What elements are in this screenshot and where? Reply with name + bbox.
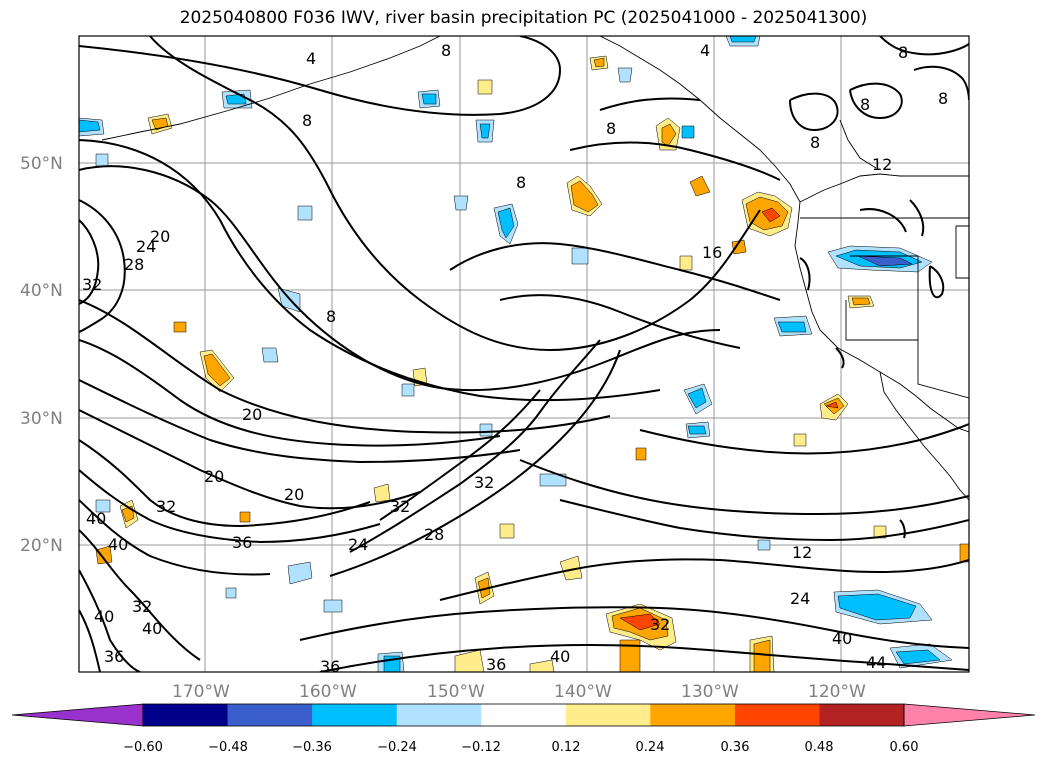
lat-label-40n: 40°N (20, 281, 63, 301)
contour-label: 4 (306, 49, 316, 68)
colorbar-tick: 0.24 (636, 740, 665, 755)
colorbar-tick: 0.36 (721, 740, 750, 755)
colorbar-segment (312, 704, 398, 726)
contour-labels: 4 4 8 8 8 8 8 8 8 8 8 16 12 24 40 44 12 … (82, 41, 948, 676)
colorbar-extend-high (903, 703, 1036, 727)
map-title: 2025040800 F036 IWV, river basin precipi… (179, 8, 868, 28)
contour-label: 20 (242, 405, 262, 424)
contour-label: 20 (150, 227, 170, 246)
lat-label-50n: 50°N (20, 154, 63, 174)
coastlines (101, 36, 969, 501)
colorbar-ticks: −0.60 −0.48 −0.36 −0.24 −0.12 0.12 0.24 … (123, 740, 918, 755)
lon-label-150w: 150°W (427, 682, 485, 702)
contour-label: 8 (441, 41, 451, 60)
contour-label: 8 (898, 43, 908, 62)
colorbar-tick: −0.48 (208, 740, 248, 755)
colorbar-segment (481, 704, 567, 726)
contour-label: 32 (650, 615, 670, 634)
lon-label-160w: 160°W (299, 682, 357, 702)
contour-label: 28 (424, 525, 444, 544)
colorbar-segment (734, 704, 820, 726)
contour-label: 12 (792, 543, 812, 562)
contour-label: 40 (832, 629, 852, 648)
contour-label: 32 (156, 497, 176, 516)
contour-label: 36 (104, 647, 124, 666)
contour-label: 32 (390, 497, 410, 516)
colorbar-tick: 0.60 (890, 740, 919, 755)
colorbar-segment (143, 704, 229, 726)
colorbar-tick: −0.12 (461, 740, 501, 755)
contour-label: 8 (606, 119, 616, 138)
contour-label: 40 (550, 647, 570, 666)
contour-label: 32 (82, 275, 102, 294)
contour-label: 8 (860, 95, 870, 114)
map-area (79, 36, 969, 672)
lon-label-130w: 130°W (681, 682, 739, 702)
contour-label: 44 (866, 653, 886, 672)
colorbar-segment (650, 704, 736, 726)
negative-anomaly-patches (79, 36, 953, 672)
contour-label: 8 (810, 133, 820, 152)
contour-label: 8 (326, 307, 336, 326)
colorbar-outline (142, 703, 905, 727)
contour-label: 40 (142, 619, 162, 638)
contour-label: 36 (320, 657, 340, 676)
lat-label-30n: 30°N (20, 409, 63, 429)
map-border (78, 35, 970, 673)
contour-label: 40 (94, 607, 114, 626)
lat-label-20n: 20°N (20, 536, 63, 556)
precip-pc-shading (79, 36, 969, 672)
lon-label-120w: 120°W (808, 682, 866, 702)
contour-label: 36 (232, 533, 252, 552)
contour-label: 20 (284, 485, 304, 504)
colorbar-tick: −0.24 (377, 740, 417, 755)
colorbar (11, 703, 1036, 727)
colorbar-segment (565, 704, 651, 726)
contour-label: 4 (700, 41, 710, 60)
colorbar-segment (396, 704, 482, 726)
lon-label-170w: 170°W (172, 682, 230, 702)
positive-anomaly-patches (95, 55, 969, 672)
lon-label-140w: 140°W (554, 682, 612, 702)
contour-label: 24 (348, 535, 368, 554)
contour-label: 40 (108, 535, 128, 554)
contour-label: 32 (132, 597, 152, 616)
contour-label: 16 (702, 243, 722, 262)
colorbar-tick: −0.36 (292, 740, 332, 755)
contour-label: 24 (790, 589, 810, 608)
longitude-labels: 170°W 160°W 150°W 140°W 130°W 120°W (172, 682, 866, 702)
contour-label: 36 (486, 655, 506, 674)
contour-label: 8 (516, 173, 526, 192)
colorbar-tick: 0.48 (805, 740, 834, 755)
colorbar-segment (819, 704, 905, 726)
contour-label: 40 (86, 509, 106, 528)
colorbar-tick: −0.60 (123, 740, 163, 755)
colorbar-tick: 0.12 (552, 740, 581, 755)
latitude-labels: 50°N 40°N 30°N 20°N (20, 154, 63, 556)
contour-label: 32 (474, 473, 494, 492)
contour-label: 28 (124, 255, 144, 274)
colorbar-extend-low (11, 703, 144, 727)
contour-label: 8 (302, 111, 312, 130)
colorbar-segment (227, 704, 313, 726)
contour-label: 12 (872, 155, 892, 174)
contour-label: 20 (204, 467, 224, 486)
contour-label: 24 (136, 237, 156, 256)
contour-label: 8 (938, 89, 948, 108)
iwv-contours (79, 36, 969, 672)
